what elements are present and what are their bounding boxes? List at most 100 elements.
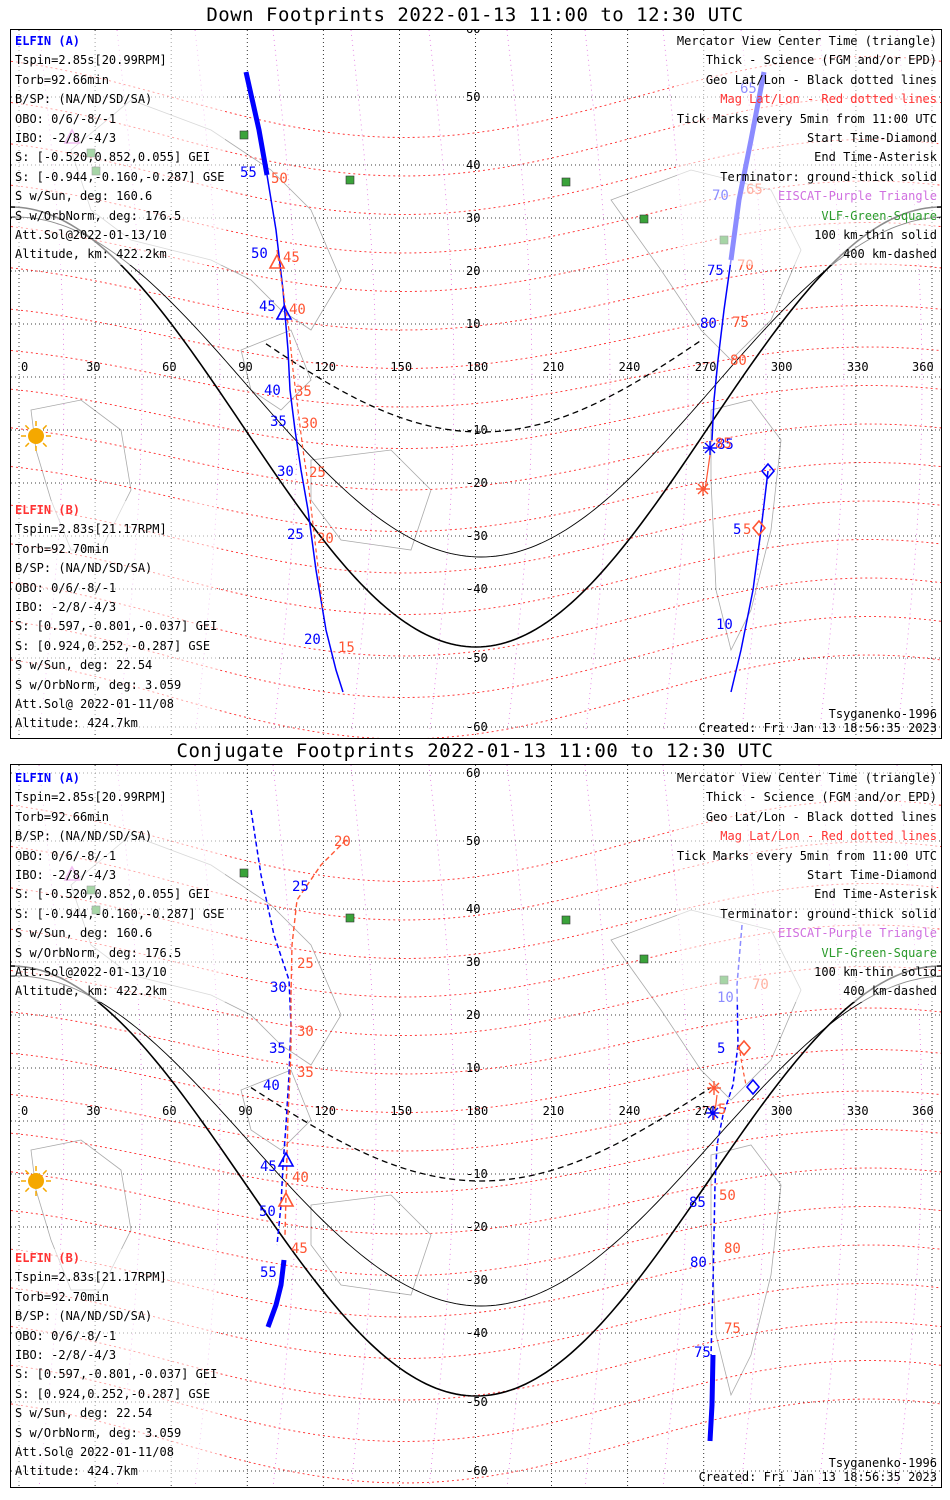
- elfin-b-tick-label: 75: [732, 315, 749, 331]
- lon-label: 240: [619, 360, 641, 374]
- lat-label: 10: [466, 1061, 480, 1075]
- lon-label: 30: [86, 360, 100, 374]
- elfin-a-line: S w/Sun, deg: 160.6: [15, 924, 225, 944]
- elfin-a-track: [250, 809, 292, 1246]
- elfin-a-track: [265, 1259, 287, 1328]
- elfin-b-tick-label: 5: [718, 1102, 726, 1118]
- mag-meridian: [506, 30, 533, 731]
- center-time-triangle-icon: [277, 1151, 295, 1167]
- vlf-station-square: [639, 954, 649, 964]
- elfin-a-tick-label: 85: [689, 1195, 706, 1211]
- asterisk-stroke: [704, 442, 716, 454]
- elfin-a-line: Att.Sol@2022-01-13/10: [15, 226, 225, 246]
- lon-label: 120: [314, 1104, 336, 1118]
- elfin-a-info: ELFIN (A) Tspin=2.85s[20.99RPM] Torb=92.…: [15, 769, 225, 1002]
- mag-parallel: [11, 966, 941, 1036]
- legend-item: Tick Marks every 5min from 11:00 UTC: [676, 109, 937, 130]
- terminator-400km: [250, 1087, 712, 1182]
- elfin-a-line: S w/OrbNorm, deg: 176.5: [15, 206, 225, 227]
- lat-label: -50: [466, 651, 488, 665]
- lat-label: -40: [466, 1326, 488, 1340]
- legend-item: 100 km-thin solid: [676, 226, 937, 246]
- mag-meridian: [662, 765, 689, 1486]
- elfin-b-line: S: [0.924,0.252,-0.287] GSE: [15, 636, 218, 657]
- elfin-a-line: Tspin=2.85s[20.99RPM]: [15, 788, 225, 808]
- legend-item: VLF-Green-Square: [676, 943, 937, 964]
- elfin-b-tick-label: 15: [338, 640, 355, 656]
- lon-label: 120: [314, 360, 336, 374]
- elfin-b-line: Tspin=2.83s[21.17RPM]: [15, 1268, 218, 1288]
- mag-parallel: [11, 1049, 941, 1113]
- lon-label: 60: [162, 360, 176, 374]
- elfin-b-line: S: [0.597,-0.801,-0.037] GEI: [15, 1365, 218, 1385]
- elfin-a-tick-label: 75: [694, 1345, 711, 1361]
- elfin-a-line: B/SP: (NA/ND/SD/SA): [15, 827, 225, 847]
- model-footer: Tsyganenko-1996 Created: Fri Jan 13 18:5…: [699, 1456, 937, 1484]
- elfin-a-tick-label: 55: [240, 165, 257, 181]
- elfin-a-track: [711, 259, 732, 441]
- elfin-a-title: ELFIN (A): [15, 32, 225, 52]
- elfin-a-line: S w/OrbNorm, deg: 176.5: [15, 943, 225, 964]
- mag-parallel: [11, 1321, 941, 1401]
- legend-item: Thick - Science (FGM and/or EPD): [676, 788, 937, 808]
- elfin-a-tick-label: 40: [264, 383, 281, 399]
- map-panel-conjugate: 0306090120150180210240270300330360706050…: [10, 764, 942, 1488]
- elfin-b-info: ELFIN (B) Tspin=2.83s[21.17RPM] Torb=92.…: [15, 1249, 218, 1482]
- model-name: Tsyganenko-1996: [828, 1456, 937, 1470]
- elfin-b-track: [704, 454, 711, 491]
- legend-item: Terminator: ground-thick solid: [676, 904, 937, 925]
- terminator-ground: [11, 965, 941, 1397]
- legend: Mercator View Center Time (triangle) Thi…: [676, 769, 937, 1002]
- sun-ray: [42, 1169, 48, 1175]
- terminator-100km: [11, 216, 941, 558]
- elfin-b-line: Altitude: 424.7km: [15, 1462, 218, 1482]
- lat-label: 30: [466, 955, 480, 969]
- mag-parallel: [11, 1206, 941, 1276]
- elfin-a-line: IBO: -2/8/-4/3: [15, 866, 225, 886]
- lat-label: 50: [466, 834, 480, 848]
- elfin-b-line: S: [0.924,0.252,-0.287] GSE: [15, 1384, 218, 1405]
- created-timestamp: Created: Fri Jan 13 18:56:35 2023: [698, 1470, 937, 1484]
- elfin-b-tick-label: 5: [743, 522, 751, 538]
- elfin-a-tick-label: 50: [259, 1204, 276, 1220]
- elfin-b-tick-label: 45: [283, 250, 300, 266]
- elfin-a-tick-label: 25: [287, 527, 304, 543]
- elfin-a-tick-label: 10: [716, 617, 733, 633]
- legend-item: End Time-Asterisk: [676, 148, 937, 168]
- lon-label: 210: [543, 1104, 565, 1118]
- vlf-station-square: [561, 177, 571, 187]
- elfin-b-line: Torb=92.70min: [15, 539, 218, 560]
- mag-parallel: [11, 924, 941, 998]
- mag-meridian: [428, 30, 455, 731]
- sun-ray: [24, 424, 30, 430]
- lon-label: 360: [912, 1104, 934, 1118]
- legend-item: 100 km-thin solid: [676, 963, 937, 983]
- coastline: [710, 399, 782, 652]
- mag-parallel: [11, 577, 941, 657]
- elfin-a-tick-label: 75: [707, 263, 724, 279]
- start-diamond-icon: [760, 462, 776, 480]
- elfin-a-tick-label: 30: [270, 980, 287, 996]
- legend-item: End Time-Asterisk: [676, 885, 937, 905]
- vlf-station-square: [345, 913, 355, 923]
- elfin-b-line: S w/Sun, deg: 22.54: [15, 1404, 218, 1424]
- elfin-a-line: Altitude, km: 422.2km: [15, 982, 225, 1002]
- legend-item: Terminator: ground-thick solid: [676, 167, 937, 188]
- mag-parallel: [11, 1129, 941, 1193]
- elfin-a-line: Tspin=2.85s[20.99RPM]: [15, 51, 225, 71]
- terminator-ground: [11, 206, 941, 648]
- sun-ray: [42, 1187, 48, 1193]
- mag-parallel: [11, 385, 941, 449]
- lon-label: 150: [390, 1104, 412, 1118]
- sun-ray: [42, 424, 48, 430]
- sun-ray: [42, 442, 48, 448]
- elfin-a-track: [707, 1354, 716, 1442]
- elfin-a-info: ELFIN (A) Tspin=2.85s[20.99RPM] Torb=92.…: [15, 32, 225, 265]
- legend-item: Mag Lat/Lon - Red dotted lines: [676, 90, 937, 110]
- elfin-b-line: OBO: 0/6/-8/-1: [15, 1326, 218, 1347]
- elfin-b-tick-label: 30: [297, 1024, 314, 1040]
- asterisk-stroke: [708, 1082, 720, 1094]
- elfin-a-tick-label: 80: [700, 316, 717, 332]
- lat-label: 50: [466, 90, 480, 104]
- end-asterisk-icon: [696, 482, 710, 496]
